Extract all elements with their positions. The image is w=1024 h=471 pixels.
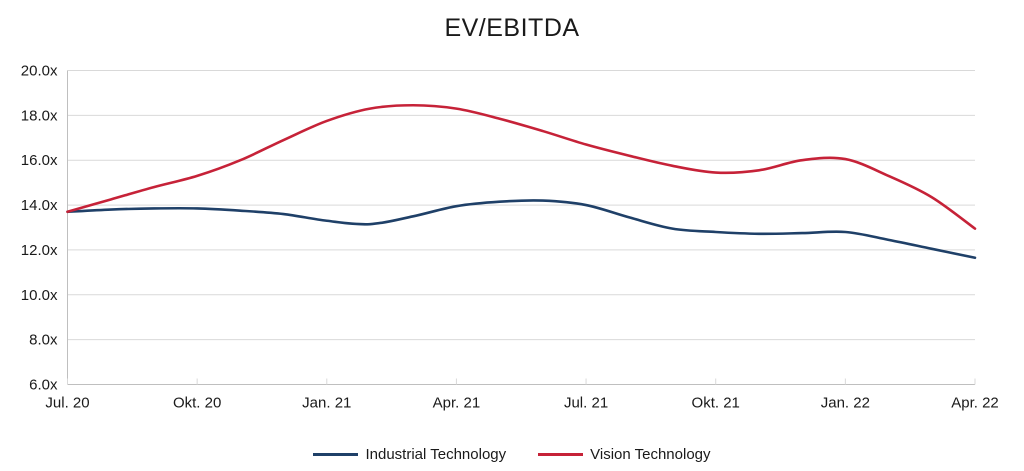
x-tick-label: Okt. 20 bbox=[173, 395, 221, 412]
series-line-vision-technology bbox=[66, 103, 977, 230]
legend-line-industrial-icon bbox=[313, 453, 359, 456]
y-tick-label: 20.0x bbox=[21, 63, 58, 80]
x-tick-label: Jan. 21 bbox=[302, 395, 351, 412]
x-tick-label: Jan. 22 bbox=[821, 395, 870, 412]
legend-item-vision-technology: Vision Technology bbox=[538, 446, 711, 463]
y-tick-label: 16.0x bbox=[21, 152, 58, 169]
x-tick-label: Okt. 21 bbox=[692, 395, 740, 412]
x-tick-label: Apr. 21 bbox=[433, 395, 481, 412]
x-tick-label: Apr. 22 bbox=[951, 395, 999, 412]
y-tick-label: 18.0x bbox=[21, 107, 58, 124]
legend-item-industrial-technology: Industrial Technology bbox=[313, 446, 506, 463]
y-tick-label: 14.0x bbox=[21, 197, 58, 214]
x-tick-label: Jul. 20 bbox=[45, 395, 89, 412]
legend-label-vision: Vision Technology bbox=[590, 446, 711, 463]
series-line-industrial-technology bbox=[66, 199, 977, 260]
y-tick-label: 6.0x bbox=[29, 377, 58, 394]
x-tick-label: Jul. 21 bbox=[564, 395, 608, 412]
y-tick-label: 10.0x bbox=[21, 287, 58, 304]
legend-label-industrial: Industrial Technology bbox=[365, 446, 507, 463]
legend: Industrial Technology Vision Technology bbox=[0, 446, 1024, 463]
chart-title: EV/EBITDA bbox=[444, 14, 580, 42]
legend-line-vision-icon bbox=[538, 453, 584, 456]
y-tick-label: 12.0x bbox=[21, 242, 58, 259]
y-tick-label: 8.0x bbox=[29, 332, 58, 349]
